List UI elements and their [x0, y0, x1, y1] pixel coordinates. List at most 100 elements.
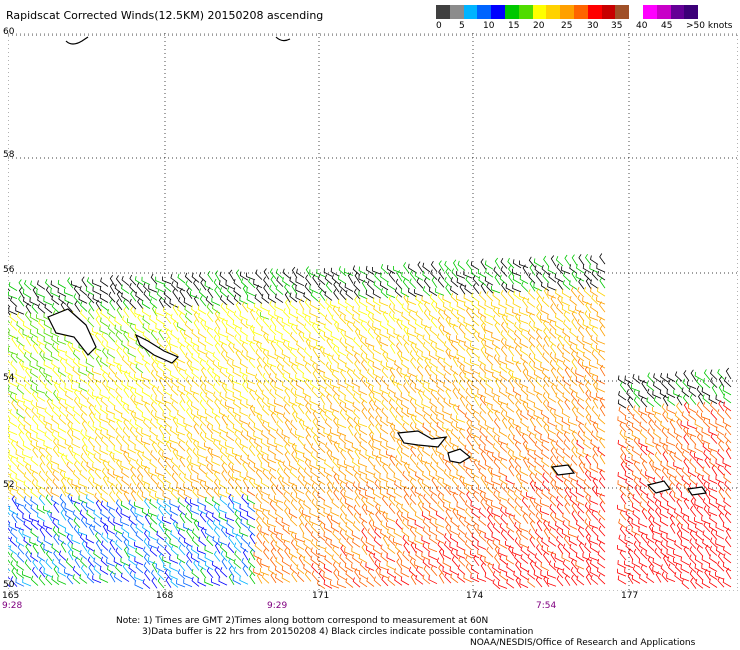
wind-barb — [317, 402, 326, 414]
wind-barb — [389, 406, 396, 418]
wind-barb — [197, 329, 207, 339]
wind-barb — [64, 527, 74, 537]
wind-barb — [351, 442, 361, 452]
wind-barb — [452, 387, 459, 400]
wind-barb — [340, 504, 347, 517]
wind-barb — [590, 430, 599, 441]
wind-barb — [211, 457, 221, 466]
wind-barb — [375, 503, 382, 515]
wind-barb — [450, 413, 459, 424]
wind-barb — [331, 554, 340, 565]
wind-barb — [296, 308, 305, 319]
wind-barb — [673, 389, 683, 398]
wind-barb — [456, 470, 466, 479]
wind-barb — [445, 268, 452, 280]
wind-barb — [71, 280, 81, 289]
wind-barb — [438, 572, 445, 584]
wind-barb — [402, 470, 410, 482]
wind-barb — [627, 572, 634, 585]
wind-barb — [129, 570, 137, 582]
wind-barb — [86, 509, 95, 520]
wind-barb — [260, 312, 270, 320]
wind-barb — [585, 557, 592, 570]
wind-barb — [452, 379, 459, 392]
wind-barb — [533, 498, 543, 508]
wind-barb — [583, 286, 592, 298]
wind-barb — [724, 432, 732, 444]
wind-barb — [299, 522, 305, 534]
wind-barb — [409, 382, 417, 393]
wind-barb — [317, 466, 326, 477]
wind-barb — [197, 346, 207, 355]
wind-barb — [617, 439, 627, 449]
wind-barb — [177, 569, 186, 580]
wind-barb — [367, 528, 375, 539]
wind-barb — [137, 298, 144, 310]
wind-barb — [169, 555, 179, 564]
wind-barb — [360, 536, 368, 548]
wind-barb — [8, 506, 18, 515]
wind-barb — [655, 507, 662, 519]
wind-barb — [547, 571, 557, 579]
wind-barb — [240, 318, 249, 329]
wind-barb — [710, 409, 718, 420]
wind-barb — [211, 450, 221, 458]
wind-barb — [407, 297, 417, 305]
wind-barb — [352, 481, 361, 492]
wind-barb — [577, 294, 585, 306]
wind-barb — [535, 272, 543, 284]
wind-barb — [507, 530, 515, 541]
wind-barb — [367, 383, 375, 395]
wind-barb — [323, 428, 333, 437]
wind-barb — [577, 526, 585, 538]
wind-barb — [225, 552, 235, 562]
wind-barb — [256, 340, 263, 352]
wind-barb — [190, 553, 200, 563]
wind-barb — [506, 579, 515, 589]
wind-barb — [197, 337, 207, 347]
wind-barb — [521, 497, 529, 508]
wind-barb — [450, 548, 459, 560]
wind-barb — [438, 548, 445, 560]
wind-barb — [50, 352, 60, 362]
wind-barb — [457, 340, 466, 351]
wind-barb — [197, 490, 207, 499]
wind-barb — [689, 538, 697, 549]
wind-barb — [120, 572, 130, 582]
wind-barb — [529, 496, 536, 508]
wind-barb — [583, 431, 592, 442]
wind-barb — [66, 301, 74, 313]
wind-barb — [80, 500, 88, 512]
wind-barb — [543, 575, 550, 587]
wind-barb — [536, 304, 543, 316]
wind-barb — [276, 316, 284, 327]
wind-barb — [92, 463, 102, 472]
wind-barb — [403, 382, 410, 394]
wind-barb — [367, 312, 375, 323]
wind-barb — [443, 357, 452, 368]
wind-barb — [339, 337, 347, 349]
wind-barb — [352, 346, 361, 356]
wind-barb — [533, 386, 543, 396]
wind-barb — [519, 563, 529, 572]
wind-barb — [8, 368, 11, 380]
wind-barb — [422, 574, 431, 585]
wind-barb — [218, 336, 228, 346]
wind-barb — [353, 512, 361, 524]
wind-barb — [113, 470, 123, 479]
wind-barb — [72, 349, 81, 361]
wind-barb — [492, 483, 501, 494]
wind-barb — [225, 401, 235, 410]
wind-barb — [46, 509, 53, 522]
wind-barb — [99, 414, 109, 423]
wind-barb — [178, 560, 186, 572]
wind-barb — [683, 434, 690, 446]
wind-barb — [535, 528, 543, 540]
wind-barb — [30, 320, 39, 330]
wind-barb — [260, 504, 270, 512]
wind-barb — [437, 540, 445, 552]
wind-barb — [92, 279, 102, 288]
wind-barb — [39, 350, 46, 362]
wind-barb — [669, 482, 676, 494]
wind-barb — [155, 283, 165, 293]
